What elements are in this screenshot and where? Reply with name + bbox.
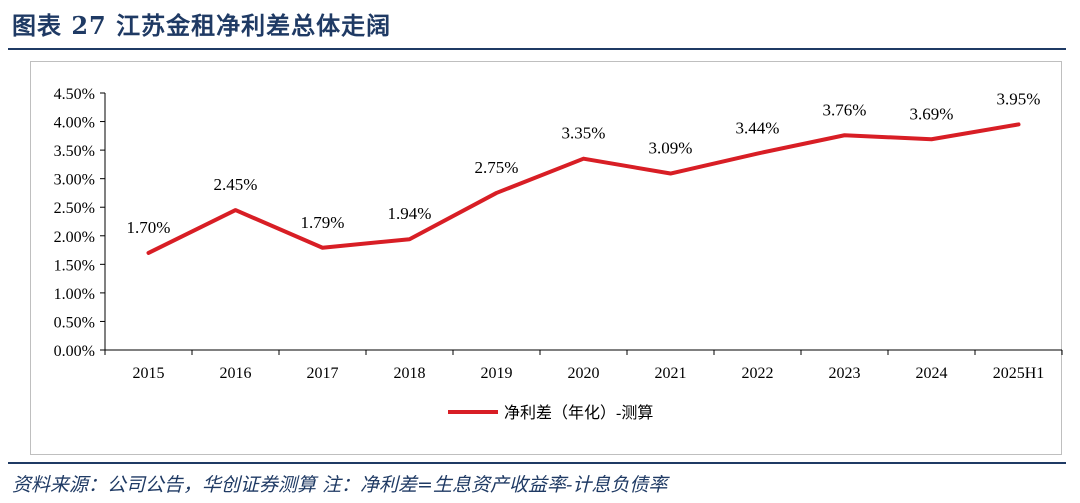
y-tick-label: 2.00% — [54, 229, 95, 246]
data-label: 2.45% — [214, 175, 258, 194]
data-label: 1.70% — [127, 218, 171, 237]
legend-label: 净利差（年化）-测算 — [504, 403, 653, 422]
x-tick-label: 2016 — [220, 365, 252, 382]
series-layer: 1.70% 2.45% 1.79% 1.94% 2.75% 3.35% 3.09% 3.44%… — [127, 89, 1041, 255]
x-tick-label: 2024 — [916, 365, 948, 382]
data-label: 1.79% — [301, 213, 345, 232]
data-label: 2.75% — [475, 158, 519, 177]
data-label: 3.44% — [736, 119, 780, 138]
data-label: 3.95% — [997, 89, 1041, 108]
header: 图表 27 江苏金租净利差总体走阔 — [0, 0, 1080, 52]
series-line — [146, 122, 1021, 255]
chart-axes: 0.00% 0.50% 1.00% 1.50% 2.00% 2.50% 3.00% 3.50%… — [54, 86, 1063, 382]
y-tick-label: 4.00% — [54, 115, 95, 132]
header-rule — [8, 48, 1066, 50]
y-tick-label: 0.00% — [54, 343, 95, 360]
data-label: 1.94% — [388, 204, 432, 223]
y-tick-label: 1.00% — [54, 286, 95, 303]
footer-rule — [8, 462, 1066, 464]
source-note: 资料来源：公司公告，华创证券测算 注：净利差=生息资产收益率-计息负债率 — [12, 474, 668, 496]
chart-figure-title: 图表 27 江苏金租净利差总体走阔 — [12, 11, 392, 40]
x-tick-label: 2018 — [394, 365, 426, 382]
x-tick-label: 2017 — [307, 365, 339, 382]
y-tick-label: 3.50% — [54, 143, 95, 160]
y-tick-label: 0.50% — [54, 314, 95, 331]
x-tick-label: 2022 — [742, 365, 774, 382]
x-tick-label: 2019 — [481, 365, 513, 382]
data-label: 3.69% — [910, 104, 954, 123]
data-label: 3.35% — [562, 124, 606, 143]
chart-frame — [30, 61, 1062, 455]
chart-legend: 净利差（年化）-测算 — [448, 403, 653, 422]
data-label: 3.09% — [649, 139, 693, 158]
x-tick-label: 2023 — [829, 365, 861, 382]
x-tick-label: 2021 — [655, 365, 687, 382]
y-tick-label: 1.50% — [54, 257, 95, 274]
x-tick-label: 2025H1 — [993, 365, 1045, 382]
data-label: 3.76% — [823, 100, 867, 119]
y-tick-label: 3.00% — [54, 172, 95, 189]
y-tick-label: 2.50% — [54, 200, 95, 217]
y-tick-label: 4.50% — [54, 86, 95, 103]
x-tick-label: 2020 — [568, 365, 600, 382]
x-tick-label: 2015 — [133, 365, 165, 382]
